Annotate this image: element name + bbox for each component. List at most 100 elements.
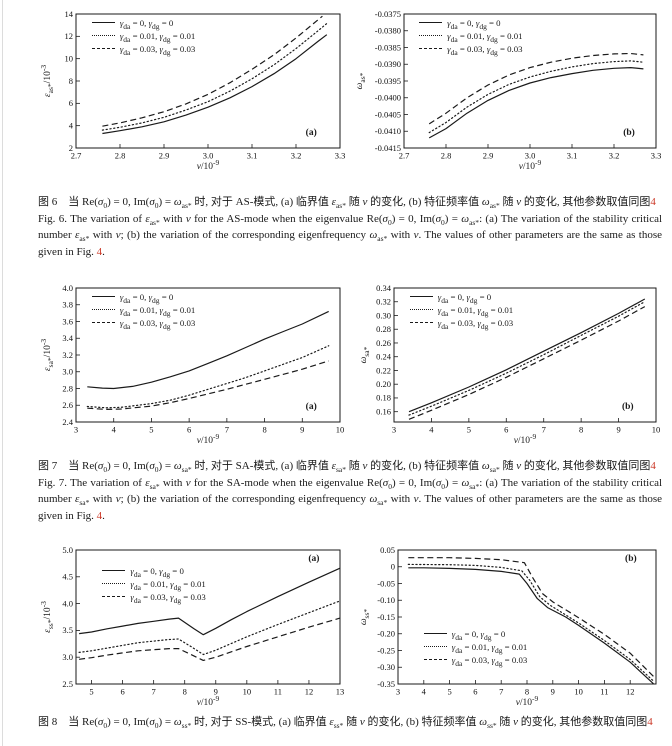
text-segment: 时, 对于 SS-模式, (a) 临界值 <box>191 716 330 728</box>
text-segment: 的变化, 其他参数取值同图 <box>521 196 651 208</box>
y-tick-label: -0.10 <box>377 595 395 605</box>
y-tick-label: 14 <box>65 9 74 19</box>
text-segment: γ <box>477 317 481 328</box>
text-segment: with <box>387 493 414 505</box>
text-segment: = 0.01 <box>181 578 206 589</box>
figure-7-caption-en: Fig. 7. The variation of εsa* with v for… <box>38 475 662 525</box>
plot-legend: γda = 0, γdg = 0 γda = 0.01, γdg = 0.01 γd… <box>91 17 196 56</box>
figure-reference-link[interactable]: 4 <box>650 460 656 472</box>
y-tick-label: -0.0390 <box>375 59 401 69</box>
text-segment: ) = 0, Im( <box>107 196 150 208</box>
text-segment: as* <box>149 217 160 227</box>
text-segment: /10 <box>522 162 536 172</box>
text-segment: . The values of other parameters are the… <box>38 493 662 522</box>
text-segment: da <box>455 658 463 668</box>
legend-entry: γda = 0.01, γdg = 0.01 <box>91 30 195 43</box>
x-tick-label: 9 <box>300 425 304 435</box>
panel-label: (b) <box>623 127 635 138</box>
legend-entry: γda = 0.03, γdg = 0.03 <box>419 43 523 57</box>
text-segment: dg <box>469 295 478 305</box>
y-tick-label: 0.26 <box>376 338 391 348</box>
fig7b-canvas: 3 4 5 6 7 8 9 10 0.16 0.18 0.20 0.22 0.24 0.26 0.28 0.3… <box>376 283 660 435</box>
text-segment: da <box>123 308 131 318</box>
panel-label: (b) <box>621 401 634 412</box>
text-segment: γ <box>437 317 442 328</box>
figure-reference-link[interactable]: 4 <box>96 245 103 258</box>
text-segment: v <box>513 436 518 446</box>
x-tick-label: 3.2 <box>609 151 620 161</box>
text-segment: γ <box>119 317 124 328</box>
text-segment: γ <box>159 304 164 315</box>
x-tick-label: 2.9 <box>483 151 494 161</box>
figure-reference-link[interactable]: 4 <box>647 716 653 728</box>
text-segment: γ <box>130 591 134 602</box>
text-segment: γ <box>486 43 491 54</box>
y-tick-label: 8 <box>69 76 73 86</box>
text-segment: for the AS-mode when the eigenvalue Re( <box>190 212 383 225</box>
text-segment: ω <box>481 460 490 472</box>
fig8b-canvas: 3 4 5 6 7 8 9 10 11 12 -0.35 -0.30 -0.25 -0.20 -0.15 -0… <box>377 545 657 697</box>
x-tick-label: 8 <box>525 687 529 697</box>
x-tick-label: 11 <box>274 687 282 697</box>
text-segment: . <box>102 245 105 258</box>
text-segment: ss* <box>45 619 55 630</box>
text-segment: γ <box>119 30 124 41</box>
figure-6-caption-zh: 图 6 当 Re(σ0) = 0, Im(σ0) = ωas* 时, 对于 AS… <box>38 194 662 211</box>
text-segment: v <box>196 698 201 708</box>
x-tick-label: 2.7 <box>399 151 410 161</box>
y-tick-label: 10 <box>65 53 74 63</box>
x-tick-label: 2.7 <box>71 151 82 161</box>
x-tick-label: 7 <box>499 687 503 697</box>
text-segment: = 0, <box>448 291 467 302</box>
text-segment: da <box>450 47 458 57</box>
text-segment: . <box>102 509 105 522</box>
series-line-dotted <box>408 301 646 416</box>
panel-label: (b) <box>625 554 637 565</box>
text-segment: γ <box>437 291 442 302</box>
text-segment: da <box>133 569 141 579</box>
text-segment: = 0.03, <box>462 654 492 665</box>
legend-line-sample-solid <box>409 296 433 298</box>
figure-reference-link[interactable]: 4 <box>96 509 103 522</box>
x-tick-label: 3 <box>392 425 396 435</box>
text-segment: ) = 0, Im( <box>391 212 436 225</box>
text-segment: = 0.03 <box>181 591 206 602</box>
series-line-dotted <box>86 345 330 409</box>
text-segment: da <box>441 308 449 318</box>
plot-legend: γda = 0, γdg = 0 γda = 0.01, γdg = 0.01 γd… <box>91 291 195 331</box>
y-tick-label: -0.35 <box>377 679 395 689</box>
text-segment: da <box>123 321 131 331</box>
x-axis-label: v/10-9 <box>76 433 340 446</box>
series-line-dotted <box>407 563 654 682</box>
y-tick-label: 0.24 <box>376 352 392 362</box>
text-segment: -3 <box>38 64 48 72</box>
x-tick-label: 3.1 <box>247 151 258 161</box>
text-segment: = 0.03 <box>170 43 196 54</box>
text-segment: ε <box>331 196 336 208</box>
x-tick-label: 8 <box>579 425 583 435</box>
y-tick-label: 3.8 <box>62 300 73 310</box>
y-tick-label: 5.0 <box>62 545 73 555</box>
y-tick-label: 3.0 <box>62 652 73 662</box>
legend-entry: γda = 0.01, γdg = 0.01 <box>102 578 206 591</box>
text-segment: da <box>455 632 463 642</box>
legend-entry: γda = 0, γdg = 0 <box>419 17 522 30</box>
text-segment: -3 <box>38 601 48 608</box>
legend-label: γda = 0, γdg = 0 <box>437 291 491 305</box>
text-segment: /10 <box>200 436 214 446</box>
text-segment: /10 <box>43 71 53 84</box>
y-axis-label: ωsa* <box>359 347 371 364</box>
plot-legend: γda = 0, γdg = 0 γda = 0.01, γdg = 0.01 γd… <box>409 291 513 330</box>
panel-label: (a) <box>308 554 320 565</box>
x-tick-label: 3.0 <box>525 151 536 161</box>
figure-reference-link[interactable]: 4 <box>650 196 656 208</box>
legend-label: γda = 0.01, γdg = 0.01 <box>120 304 195 318</box>
x-axis-label: v/10-9 <box>398 695 656 708</box>
y-tick-label: 0.20 <box>376 379 391 389</box>
legend-entry: γda = 0, γdg = 0 <box>102 565 205 579</box>
text-segment: γ <box>148 291 153 302</box>
series-line-solid <box>408 298 646 413</box>
y-tick-label: 3.5 <box>62 625 73 635</box>
text-segment: ω <box>173 196 182 208</box>
x-tick-label: 5 <box>467 425 471 435</box>
